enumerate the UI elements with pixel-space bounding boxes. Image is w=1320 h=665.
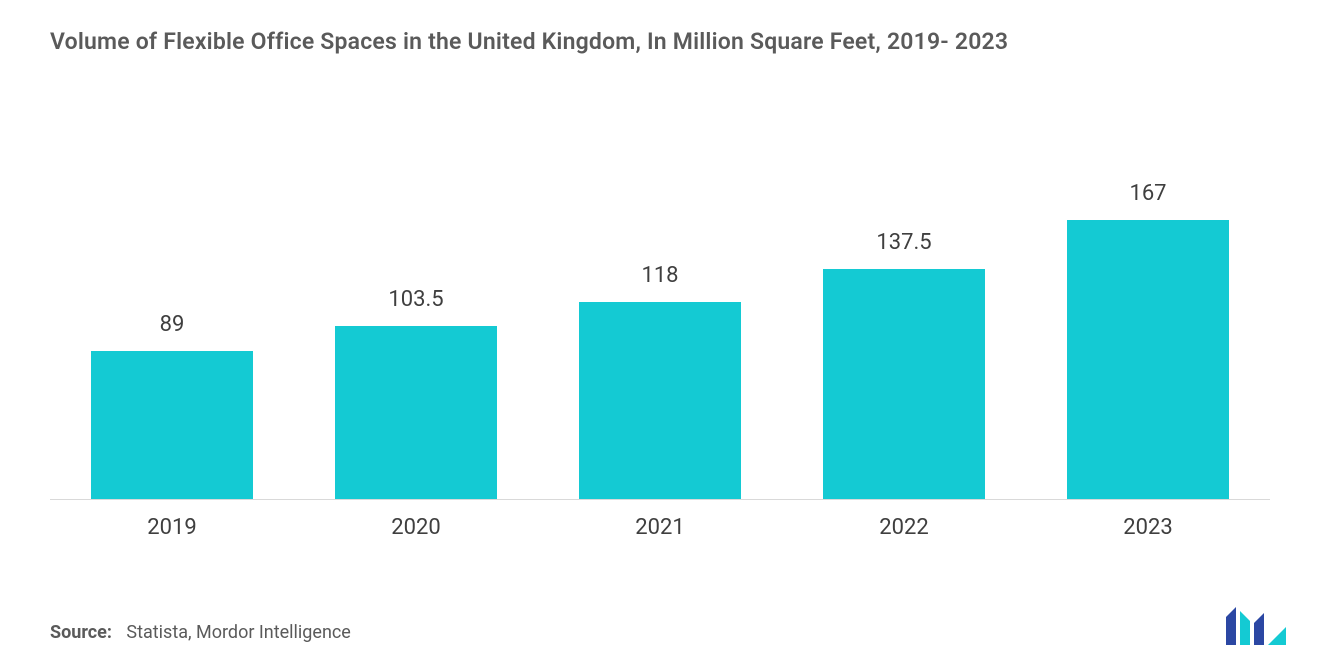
bars-container: 89 103.5 118 137.5 167 xyxy=(50,120,1270,500)
chart-title: Volume of Flexible Office Spaces in the … xyxy=(0,0,1320,55)
x-axis-label: 2022 xyxy=(794,515,1014,540)
x-axis-labels: 2019 2020 2021 2022 2023 xyxy=(50,515,1270,540)
x-axis-baseline xyxy=(50,499,1270,500)
x-axis-label: 2021 xyxy=(550,515,770,540)
bar-value-label: 137.5 xyxy=(876,230,931,255)
x-axis-label: 2019 xyxy=(62,515,282,540)
x-axis-label: 2020 xyxy=(306,515,526,540)
chart-area: 89 103.5 118 137.5 167 2019 2020 2021 2022 2023 xyxy=(50,120,1270,540)
bar xyxy=(1067,220,1229,500)
bar-value-label: 89 xyxy=(160,312,185,337)
bar xyxy=(823,269,985,500)
bar-group: 118 xyxy=(550,263,770,500)
bar xyxy=(335,326,497,500)
bar-value-label: 167 xyxy=(1129,181,1166,206)
source-citation: Source: Statista, Mordor Intelligence xyxy=(50,622,351,643)
bar-group: 103.5 xyxy=(306,287,526,500)
source-text: Statista, Mordor Intelligence xyxy=(126,622,350,643)
bar-group: 137.5 xyxy=(794,230,1014,500)
source-label: Source: xyxy=(50,622,112,643)
bar-group: 89 xyxy=(62,312,282,500)
bar xyxy=(91,351,253,500)
mordor-logo-icon xyxy=(1224,607,1288,647)
x-axis-label: 2023 xyxy=(1038,515,1258,540)
bar-value-label: 103.5 xyxy=(388,287,443,312)
bar-group: 167 xyxy=(1038,181,1258,500)
bar xyxy=(579,302,741,500)
bar-value-label: 118 xyxy=(641,263,678,288)
